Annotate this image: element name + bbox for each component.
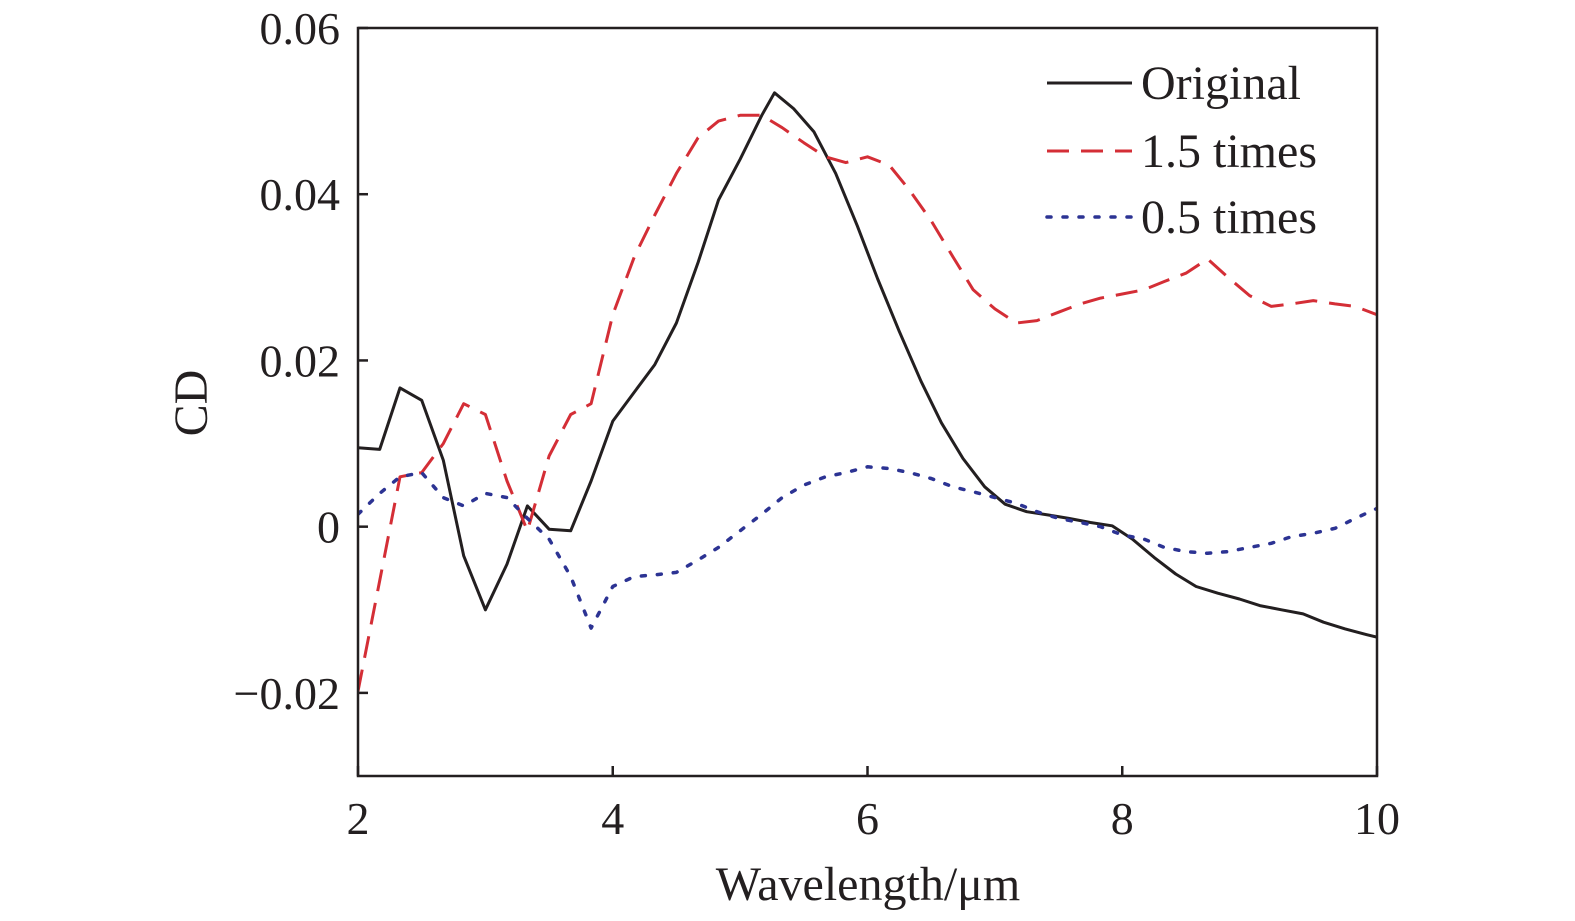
series-layer [358,91,1377,692]
legend-label-2: 0.5 times [1141,191,1317,244]
series-line-1 [358,113,1377,692]
y-tick-label: 0.04 [260,169,341,220]
x-tick-label: 8 [1111,793,1134,844]
x-tick-label: 6 [856,793,879,844]
y-axis-title: CD [165,370,218,437]
y-axis: −0.02 0 0.02 0.04 0.06 [234,3,368,719]
y-tick-label: 0 [317,502,340,553]
series-line-0 [358,91,1377,639]
y-tick-label: −0.02 [234,668,340,719]
x-axis: 2 4 6 8 10 [347,766,1400,844]
y-tick-label: 0.06 [260,3,341,54]
legend-label-1: 1.5 times [1141,125,1317,178]
x-tick-label: 4 [601,793,624,844]
legend: Original 1.5 times 0.5 times [1045,57,1317,244]
y-tick-label: 0.02 [260,335,341,386]
x-axis-title: Wavelength/μm [716,858,1020,911]
series-line-2 [358,465,1377,630]
x-tick-label: 10 [1354,793,1400,844]
legend-label-0: Original [1141,57,1301,110]
x-tick-label: 2 [347,793,370,844]
